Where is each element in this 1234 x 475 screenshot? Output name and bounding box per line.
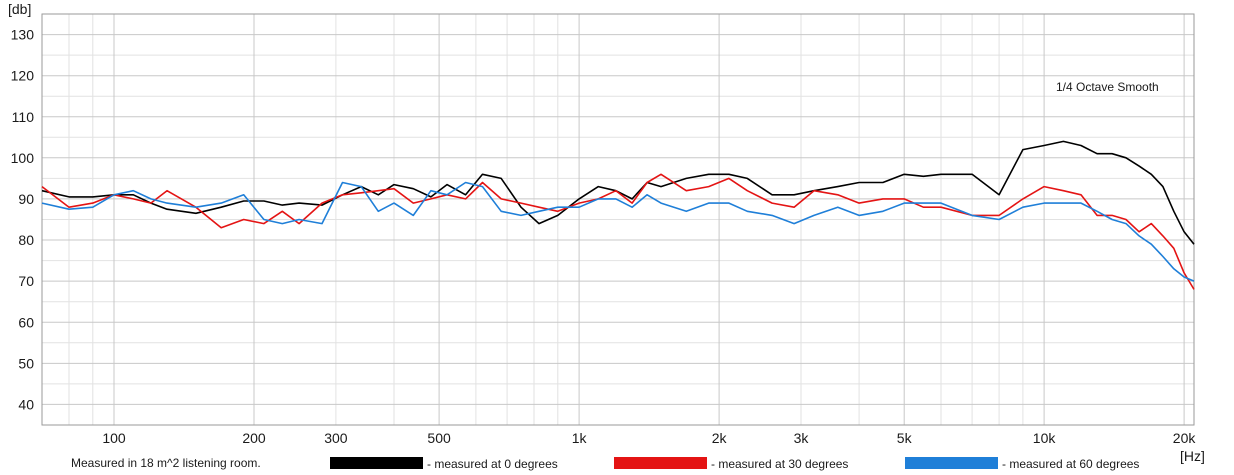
x-tick-label: 2k — [712, 430, 728, 446]
legend-swatch-60-degrees — [905, 457, 998, 469]
y-axis-unit-label: [db] — [8, 1, 31, 17]
x-tick-label: 500 — [427, 430, 451, 446]
x-axis-unit-label: [Hz] — [1180, 448, 1205, 464]
y-tick-label: 50 — [18, 355, 34, 371]
measurement-note: Measured in 18 m^2 listening room. — [71, 456, 261, 470]
y-tick-label: 130 — [11, 27, 35, 43]
legend-item-30-degrees: - measured at 30 degrees — [614, 457, 848, 471]
y-tick-label: 90 — [18, 191, 34, 207]
y-tick-label: 110 — [12, 109, 35, 125]
major-gridlines — [42, 14, 1194, 425]
x-tick-label: 3k — [794, 430, 810, 446]
series-line-2 — [41, 181, 1195, 282]
legend: - measured at 0 degrees - measured at 30… — [330, 457, 1139, 471]
x-tick-label: 10k — [1033, 430, 1057, 446]
legend-label-60-degrees: - measured at 60 degrees — [1002, 457, 1139, 471]
x-axis-ticks: 100 200 300 500 1k 2k 3k 5k 10k 20k — [102, 430, 1196, 446]
x-tick-label: 200 — [242, 430, 266, 446]
y-tick-label: 100 — [11, 150, 35, 166]
y-tick-label: 60 — [18, 314, 34, 330]
smoothing-annotation: 1/4 Octave Smooth — [1056, 80, 1159, 94]
legend-swatch-30-degrees — [614, 457, 707, 469]
x-tick-label: 20k — [1173, 430, 1197, 446]
series-line-1 — [41, 173, 1195, 290]
y-axis-ticks: 130 120 110 100 90 80 70 60 50 40 — [11, 27, 35, 413]
y-tick-label: 40 — [18, 396, 34, 412]
y-tick-label: 70 — [18, 273, 34, 289]
x-tick-label: 100 — [102, 430, 126, 446]
legend-item-60-degrees: - measured at 60 degrees — [905, 457, 1139, 471]
legend-label-30-degrees: - measured at 30 degrees — [711, 457, 848, 471]
x-tick-label: 1k — [572, 430, 588, 446]
x-tick-label: 300 — [324, 430, 348, 446]
y-tick-label: 80 — [18, 232, 34, 248]
legend-item-0-degrees: - measured at 0 degrees — [330, 457, 558, 471]
series-lines — [41, 140, 1195, 290]
x-tick-label: 5k — [897, 430, 913, 446]
legend-label-0-degrees: - measured at 0 degrees — [427, 457, 558, 471]
y-tick-label: 120 — [11, 68, 35, 84]
legend-swatch-0-degrees — [330, 457, 423, 469]
series-line-0 — [41, 140, 1195, 245]
plot-area-frame — [41, 13, 1195, 426]
